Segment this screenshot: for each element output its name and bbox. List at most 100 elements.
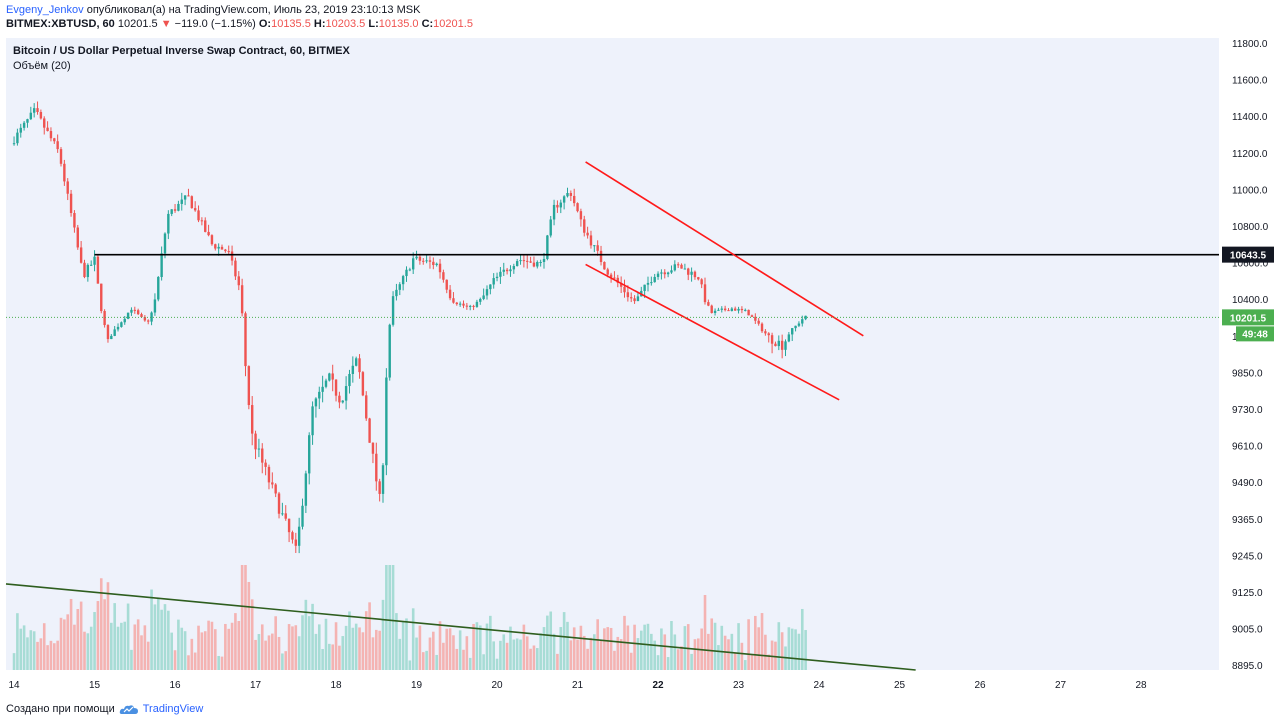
tradingview-brand[interactable]: TradingView	[142, 703, 204, 715]
candle-body	[458, 303, 462, 305]
volume-bar	[89, 626, 93, 670]
volume-bar	[267, 635, 271, 670]
volume-bar	[395, 613, 398, 670]
volume-bar	[49, 640, 53, 670]
volume-bar	[307, 616, 311, 670]
volume-bar	[200, 632, 204, 670]
volume-bar	[63, 619, 66, 670]
volume-bar	[227, 628, 231, 670]
volume-bar	[351, 627, 355, 670]
volume-bar	[183, 631, 187, 670]
descending-channel-line[interactable]	[585, 161, 864, 337]
candle-body	[740, 308, 744, 311]
volume-bar	[552, 633, 556, 670]
candle-body	[204, 220, 207, 232]
candle-body	[244, 313, 247, 367]
volume-bar	[458, 630, 462, 670]
candle-body	[505, 269, 509, 272]
candle-body	[432, 261, 435, 266]
volume-bar	[187, 655, 190, 670]
volume-bar	[606, 627, 610, 670]
price-chart[interactable]: 11800.0 11600.0 11400.0 11200.0 11000.0 10800…	[0, 38, 1280, 698]
volume-bar	[650, 633, 653, 670]
candle-body	[160, 253, 163, 278]
candle-body	[405, 269, 408, 277]
candle-body	[16, 132, 19, 144]
volume-bar	[509, 626, 512, 670]
volume-bar	[66, 614, 70, 670]
volume-bar	[354, 623, 358, 670]
candle-body	[264, 462, 267, 467]
volume-bar	[16, 613, 19, 670]
volume-bar	[780, 632, 784, 670]
candle-body	[304, 473, 308, 506]
volume-bar	[96, 601, 100, 670]
candle-body	[472, 305, 475, 307]
volume-bar	[86, 633, 90, 670]
volume-bar	[190, 638, 194, 670]
volume-bar	[324, 618, 328, 670]
author-link[interactable]: Evgeny_Jenkov	[6, 4, 84, 16]
volume-bar	[723, 635, 727, 670]
volume-bar	[626, 625, 630, 670]
volume-bar	[304, 599, 308, 670]
candle-body	[791, 328, 794, 335]
candle-body	[26, 119, 29, 123]
volume-bar	[143, 625, 147, 670]
candle-body	[422, 260, 425, 262]
time-tick-label: 19	[411, 680, 423, 691]
candle-body	[687, 268, 690, 275]
volume-bar	[220, 656, 224, 670]
candle-body	[56, 141, 59, 150]
candle-body	[552, 204, 556, 220]
candle-body	[733, 308, 737, 311]
volume-bar	[750, 654, 754, 670]
down-arrow-icon: ▼	[160, 18, 172, 30]
volume-bar	[177, 619, 180, 670]
volume-bar	[146, 641, 150, 670]
volume-bar	[418, 625, 422, 670]
candle-body	[331, 373, 334, 380]
volume-bar	[767, 654, 771, 670]
candle-body	[224, 249, 227, 252]
candle-body	[750, 315, 754, 317]
candle-body	[197, 210, 200, 221]
candle-body	[757, 320, 760, 324]
volume-bar	[36, 641, 39, 670]
candle-body	[485, 289, 489, 296]
candle-body	[73, 212, 76, 228]
candle-body	[183, 195, 187, 200]
candle-body	[760, 323, 764, 332]
volume-bar	[653, 640, 656, 670]
time-axis[interactable]: 14 15 16 17 18 19 20 21 22 23 24 25 26 27 28	[8, 680, 1147, 691]
published-text: опубликовал(а) на TradingView.com, Июль …	[86, 4, 421, 16]
candle-body	[361, 372, 365, 396]
candle-body	[391, 296, 395, 325]
candle-body	[227, 251, 230, 253]
candle-body	[532, 262, 536, 267]
volume-bar	[398, 638, 402, 670]
time-tick-label: 14	[8, 680, 20, 691]
candle-body	[727, 310, 730, 312]
descending-channel-line[interactable]	[585, 263, 840, 401]
volume-bar	[452, 635, 455, 670]
volume-trendline[interactable]	[5, 583, 916, 671]
volume-bar	[754, 615, 757, 670]
time-tick-label: 21	[572, 680, 584, 691]
candle-body	[589, 235, 593, 246]
price-tick-label: 9730.0	[1232, 405, 1263, 416]
candle-body	[717, 309, 720, 311]
candle-body	[747, 309, 750, 316]
volume-bar	[103, 599, 106, 670]
candle-body	[670, 270, 673, 273]
resistance-price-tag	[1222, 246, 1274, 263]
candle-body	[100, 283, 103, 312]
volume-bar	[314, 633, 318, 670]
volume-bar	[764, 634, 767, 670]
candle-body	[653, 276, 656, 283]
price-axis[interactable]: 11800.0 11600.0 11400.0 11200.0 11000.0 10800…	[1222, 39, 1274, 672]
ohlc-line: BITMEX:XBTUSD, 60 10201.5 ▼ −119.0 (−1.1…	[6, 17, 473, 31]
candle-body	[257, 448, 261, 450]
price-tick-label: 11800.0	[1232, 39, 1268, 50]
candle-body	[519, 260, 522, 262]
